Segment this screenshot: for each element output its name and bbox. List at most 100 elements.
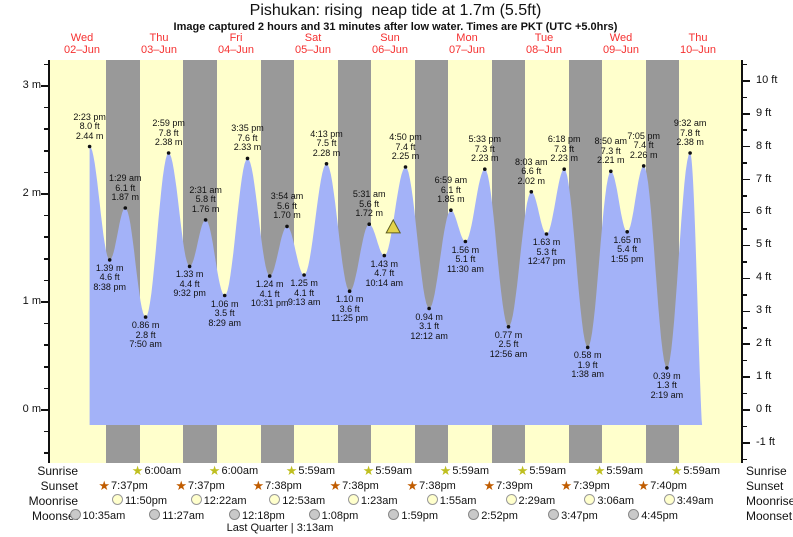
- moonrise-time: 3:06am: [584, 494, 634, 508]
- tide-low-label: 0.77 m 2.5 ft 12:56 am: [489, 329, 528, 359]
- axis-tick: [44, 452, 48, 454]
- tide-extreme-dot: [87, 144, 92, 149]
- sunrise-star-icon: ★: [285, 463, 298, 478]
- tide-low-label: 1.43 m 4.7 ft 10:14 am: [365, 258, 404, 288]
- moonrise-time: 1:23am: [347, 494, 398, 508]
- axis-tick: [743, 376, 750, 378]
- axis-tick: [743, 63, 747, 66]
- astro-row-label-left: Moonrise: [28, 494, 78, 508]
- tide-extreme-dot: [324, 162, 329, 166]
- tide-extreme-dot: [625, 230, 629, 234]
- tide-extreme-dot: [187, 264, 192, 269]
- axis-tick: [44, 150, 48, 152]
- sunrise-time: ★5:59am: [516, 463, 567, 478]
- tide-extreme-dot: [367, 222, 372, 226]
- sunrise-star-icon: ★: [516, 463, 529, 478]
- moonset-time: 10:35am: [69, 509, 125, 523]
- sunrise-star-icon: ★: [362, 463, 375, 478]
- y-axis-m-label: 3 m: [22, 79, 41, 91]
- y-axis-ft-label: -1 ft: [756, 435, 775, 448]
- tide-extreme-dot: [665, 366, 669, 370]
- axis-tick: [743, 80, 750, 82]
- moonset-icon: [308, 509, 320, 520]
- tide-extreme-dot: [585, 345, 590, 350]
- tide-extreme-dot: [107, 258, 112, 262]
- axis-tick: [44, 430, 48, 433]
- sunrise-star-icon: ★: [593, 463, 606, 478]
- tide-high-label: 6:59 am 6.1 ft 1.85 m: [434, 175, 468, 205]
- moonset-icon: [628, 509, 640, 520]
- tide-extreme-dot: [166, 151, 171, 155]
- axis-tick: [743, 327, 747, 329]
- tide-high-label: 2:23 pm 8.0 ft 2.44 m: [73, 111, 106, 141]
- axis-tick: [743, 178, 750, 181]
- moonset-icon: [548, 509, 560, 520]
- axis-tick: [743, 392, 747, 395]
- tide-extreme-dot: [483, 167, 487, 171]
- moonrise-time: 2:29am: [505, 494, 555, 508]
- tide-low-label: 1.33 m 4.4 ft 9:32 pm: [173, 269, 206, 299]
- sunset-time: ★7:39pm: [483, 478, 533, 493]
- tide-low-label: 1.63 m 5.3 ft 12:47 pm: [527, 237, 566, 266]
- axis-tick: [743, 244, 750, 247]
- y-axis-ft-label: 3 ft: [756, 304, 772, 317]
- tide-high-label: 9:32 am 7.8 ft 2.38 m: [673, 118, 707, 147]
- y-axis-ft-label: 4 ft: [756, 271, 772, 284]
- axis-tick: [743, 162, 747, 164]
- tide-area: [89, 146, 703, 425]
- tide-extreme-dot: [347, 289, 352, 293]
- tide-extreme-dot: [688, 151, 692, 155]
- tide-extreme-dot: [302, 273, 306, 277]
- axis-tick: [743, 310, 750, 312]
- tide-high-label: 3:35 pm 7.6 ft 2.33 m: [231, 123, 264, 153]
- axis-tick: [44, 63, 48, 66]
- tide-extreme-dot: [463, 239, 468, 244]
- moonset-time: 12:18pm: [229, 509, 285, 523]
- tide-extreme-dot: [143, 315, 148, 319]
- axis-tick: [743, 261, 747, 263]
- axis-tick: [743, 343, 750, 345]
- axis-tick: [41, 85, 48, 87]
- tide-low-label: 0.94 m 3.1 ft 12:12 am: [410, 311, 448, 341]
- tide-extreme-dot: [544, 232, 549, 236]
- astro-row-label-right: Moonrise: [746, 494, 793, 508]
- sunrise-time: ★5:59am: [362, 463, 413, 478]
- sunset-star-icon: ★: [483, 478, 496, 493]
- moonrise-icon: [663, 494, 675, 505]
- sunset-star-icon: ★: [98, 478, 111, 493]
- sunrise-time: ★6:00am: [131, 463, 182, 478]
- tide-high-label: 2:31 am 5.8 ft 1.76 m: [189, 184, 222, 214]
- axis-tick: [743, 195, 747, 197]
- tide-high-label: 4:50 pm 7.4 ft 2.25 m: [389, 132, 422, 161]
- axis-tick: [44, 236, 48, 238]
- tide-low-label: 1.65 m 5.4 ft 1:55 pm: [610, 234, 644, 264]
- tide-low-label: 0.39 m 1.3 ft 2:19 am: [650, 370, 684, 400]
- sunset-time: ★7:39pm: [560, 478, 610, 493]
- sunset-star-icon: ★: [637, 478, 650, 493]
- day-label: Tue 08–Jun: [525, 32, 563, 56]
- y-axis-m-label: 0 m: [22, 403, 41, 415]
- tide-extreme-dot: [506, 325, 511, 329]
- y-axis-ft-label: 7 ft: [756, 172, 772, 185]
- tide-low-label: 1.24 m 4.1 ft 10:31 pm: [250, 279, 289, 309]
- tide-extreme-dot: [529, 190, 534, 194]
- moonset-time: 4:45pm: [628, 509, 678, 523]
- axis-tick: [44, 279, 48, 282]
- tide-high-label: 4:13 pm 7.5 ft 2.28 m: [310, 128, 343, 158]
- axis-tick: [41, 301, 48, 303]
- sunset-time: ★7:37pm: [175, 478, 225, 493]
- moonrise-time: 3:49am: [663, 494, 713, 508]
- moonrise-icon: [426, 494, 438, 505]
- tide-extreme-dot: [245, 156, 250, 161]
- tide-low-label: 1.56 m 5.1 ft 11:30 am: [446, 244, 484, 274]
- tide-curve: [87, 144, 703, 425]
- sunset-time: ★7:37pm: [98, 478, 148, 493]
- axis-tick: [44, 171, 48, 174]
- y-axis-ft-label: 5 ft: [756, 238, 772, 251]
- day-label: Fri 04–Jun: [217, 32, 255, 56]
- sunrise-star-icon: ★: [208, 463, 221, 478]
- day-label: Thu 03–Jun: [140, 32, 178, 56]
- axis-tick: [743, 442, 750, 444]
- tide-high-label: 2:59 pm 7.8 ft 2.38 m: [152, 118, 185, 147]
- sunset-time: ★7:38pm: [252, 478, 302, 493]
